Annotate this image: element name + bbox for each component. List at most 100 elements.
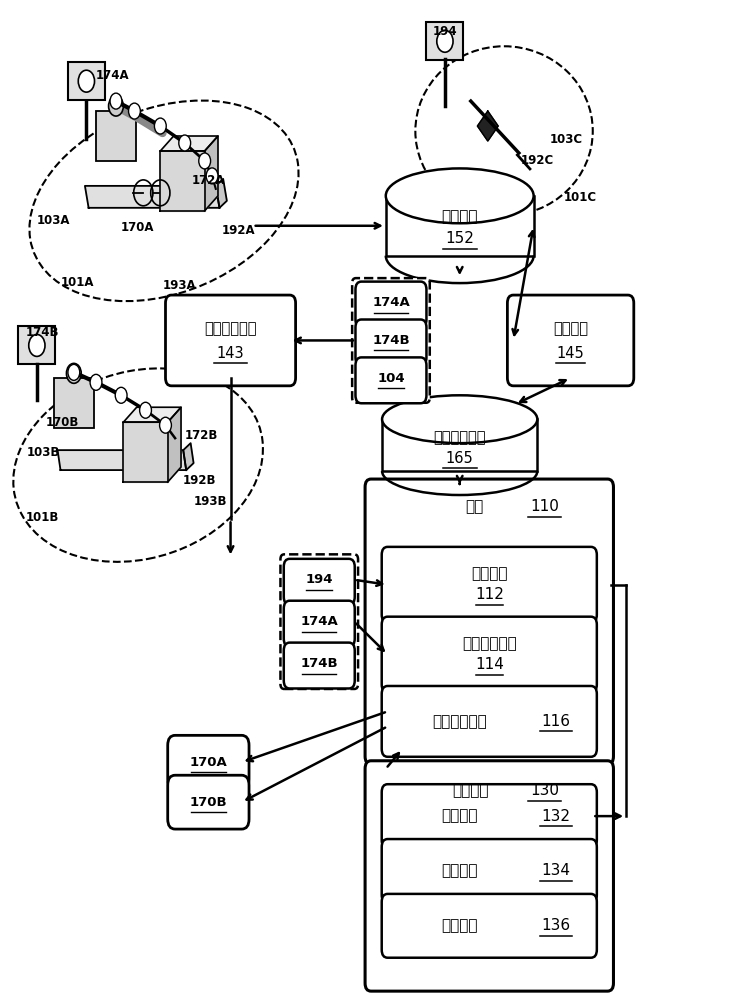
Polygon shape: [123, 407, 181, 422]
FancyBboxPatch shape: [381, 686, 597, 757]
Text: 174A: 174A: [372, 296, 410, 309]
Text: 174B: 174B: [26, 326, 59, 339]
Text: 远程设备: 远程设备: [453, 783, 489, 798]
Polygon shape: [168, 407, 181, 482]
Text: 145: 145: [556, 346, 585, 361]
Circle shape: [139, 402, 151, 418]
Text: 194: 194: [433, 25, 457, 38]
Text: 192A: 192A: [222, 224, 255, 237]
Text: 170A: 170A: [121, 221, 154, 234]
Polygon shape: [85, 186, 220, 208]
FancyBboxPatch shape: [355, 282, 427, 327]
Bar: [68, 62, 105, 100]
Text: 输入设备: 输入设备: [441, 918, 478, 933]
Bar: [96, 111, 137, 161]
Text: 操纵参数引擎: 操纵参数引擎: [433, 714, 487, 729]
FancyBboxPatch shape: [355, 320, 427, 365]
Text: 系统: 系统: [465, 499, 484, 514]
Text: 103A: 103A: [37, 214, 70, 227]
FancyBboxPatch shape: [165, 295, 295, 386]
Text: 174A: 174A: [301, 615, 338, 628]
FancyBboxPatch shape: [355, 357, 427, 403]
FancyBboxPatch shape: [280, 554, 358, 689]
Text: 134: 134: [542, 863, 571, 878]
Text: 预测引擎: 预测引擎: [471, 566, 508, 581]
FancyBboxPatch shape: [381, 784, 597, 848]
Bar: [382, 419, 537, 471]
Text: 103B: 103B: [27, 446, 60, 459]
Text: 130: 130: [531, 783, 559, 798]
Text: 172B: 172B: [185, 429, 218, 442]
Bar: [427, 22, 464, 60]
Circle shape: [160, 417, 171, 433]
Text: 101C: 101C: [563, 191, 597, 204]
FancyBboxPatch shape: [365, 479, 614, 764]
Text: 101B: 101B: [26, 511, 59, 524]
Polygon shape: [160, 136, 218, 151]
Circle shape: [29, 334, 45, 356]
FancyBboxPatch shape: [352, 278, 430, 403]
Bar: [19, 326, 56, 364]
Ellipse shape: [386, 168, 533, 223]
FancyBboxPatch shape: [381, 547, 597, 623]
Text: 训练引擎: 训练引擎: [553, 321, 588, 336]
Circle shape: [115, 387, 127, 403]
Text: 172A: 172A: [192, 174, 226, 187]
FancyBboxPatch shape: [168, 735, 249, 789]
Circle shape: [206, 168, 218, 184]
Text: 174B: 174B: [301, 657, 338, 670]
Circle shape: [67, 363, 81, 383]
Text: 训练数据: 训练数据: [441, 209, 478, 224]
Text: 112: 112: [475, 587, 504, 602]
Polygon shape: [160, 151, 205, 211]
Ellipse shape: [382, 395, 537, 443]
Text: 116: 116: [542, 714, 571, 729]
Text: 170A: 170A: [189, 756, 227, 769]
Text: 174B: 174B: [372, 334, 410, 347]
Text: 110: 110: [531, 499, 559, 514]
Circle shape: [154, 118, 166, 134]
Polygon shape: [58, 450, 186, 470]
Text: 143: 143: [217, 346, 244, 361]
Polygon shape: [216, 179, 227, 208]
FancyBboxPatch shape: [283, 643, 355, 688]
Text: 136: 136: [541, 918, 571, 933]
Circle shape: [68, 364, 79, 380]
FancyBboxPatch shape: [381, 894, 597, 958]
Text: 机器学习模型: 机器学习模型: [433, 430, 486, 445]
Bar: [53, 378, 94, 428]
Polygon shape: [477, 111, 498, 141]
FancyBboxPatch shape: [283, 559, 355, 605]
Text: 114: 114: [475, 657, 504, 672]
Text: 170B: 170B: [46, 416, 79, 429]
Text: 192C: 192C: [521, 154, 554, 167]
Text: 194: 194: [306, 573, 333, 586]
Text: 193B: 193B: [194, 495, 227, 508]
Circle shape: [110, 93, 122, 109]
Text: 170B: 170B: [189, 796, 227, 809]
Text: 193A: 193A: [162, 279, 196, 292]
Circle shape: [108, 96, 123, 116]
Circle shape: [78, 70, 94, 92]
Polygon shape: [205, 136, 218, 211]
Text: 训练数据引擎: 训练数据引擎: [204, 321, 257, 336]
Text: 192B: 192B: [183, 474, 216, 487]
Text: 152: 152: [445, 231, 474, 246]
Text: 132: 132: [542, 809, 571, 824]
Text: 输入引擎: 输入引擎: [441, 863, 478, 878]
Circle shape: [128, 103, 140, 119]
Text: 174A: 174A: [95, 69, 129, 82]
Text: 101A: 101A: [61, 276, 94, 289]
Text: 103C: 103C: [550, 133, 583, 146]
Circle shape: [199, 153, 211, 169]
FancyBboxPatch shape: [508, 295, 634, 386]
Circle shape: [179, 135, 191, 151]
FancyBboxPatch shape: [381, 839, 597, 903]
Circle shape: [437, 30, 453, 52]
Text: 显示引擎: 显示引擎: [441, 809, 478, 824]
FancyBboxPatch shape: [381, 617, 597, 692]
Text: 165: 165: [446, 451, 473, 466]
FancyBboxPatch shape: [365, 761, 614, 991]
FancyBboxPatch shape: [283, 601, 355, 647]
Text: 视觉表示引擎: 视觉表示引擎: [462, 636, 516, 651]
